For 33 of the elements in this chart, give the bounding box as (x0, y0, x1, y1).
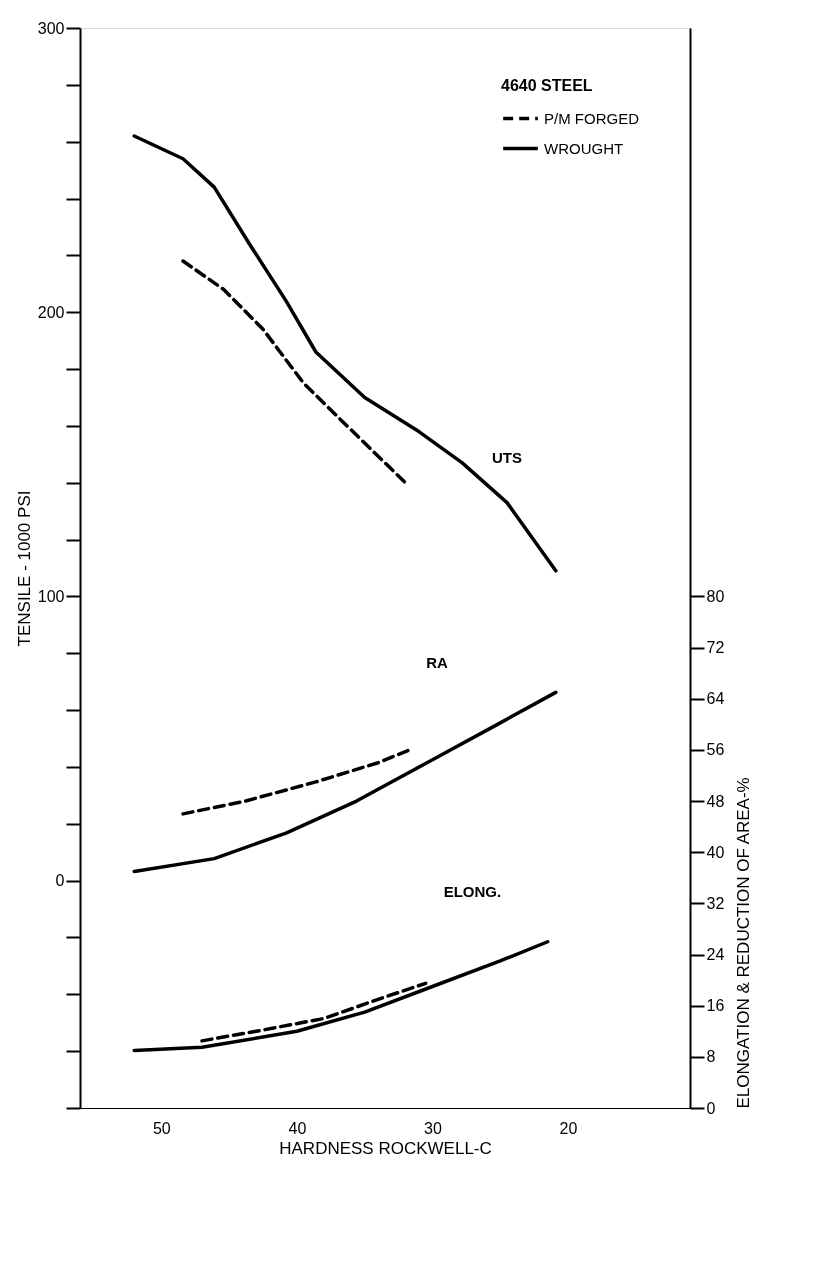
x-tick-label: 30 (424, 1119, 442, 1137)
y2-tick-label: 32 (706, 894, 725, 912)
legend-label: P/M FORGED (544, 109, 640, 127)
x-tick-label: 20 (559, 1119, 578, 1137)
y-tick-label: 200 (37, 303, 65, 321)
y-tick-label: 300 (37, 19, 65, 37)
x-tick-label: 40 (288, 1119, 307, 1137)
annotation: RA (426, 653, 449, 671)
y2-tick-label: 24 (706, 946, 725, 964)
x-axis-title: HARDNESS ROCKWELL-C (279, 1138, 492, 1158)
line-series (200, 981, 428, 1043)
y2-tick-label: 40 (706, 843, 725, 861)
y2-tick-label: 48 (706, 792, 725, 810)
y-tick-label: 100 (37, 587, 65, 605)
y2-axis-title: ELONGATION & REDUCTION OF AREA-% (733, 777, 753, 1109)
y2-tick-label: 72 (706, 639, 725, 657)
line-series (132, 940, 550, 1053)
y-tick-label: 0 (55, 872, 65, 890)
y2-tick-label: 56 (706, 741, 725, 759)
x-tick-label: 50 (152, 1119, 171, 1137)
annotation: UTS (492, 448, 522, 466)
y2-tick-label: 16 (706, 997, 725, 1015)
y2-tick-label: 8 (706, 1048, 716, 1066)
legend-label: WROUGHT (544, 139, 624, 157)
legend-title: 4640 STEEL (501, 77, 593, 94)
y2-tick-label: 0 (706, 1099, 716, 1117)
line-series (181, 259, 408, 485)
line-series (181, 748, 412, 816)
annotation: ELONG. (443, 882, 502, 900)
y2-tick-label: 80 (706, 587, 725, 605)
line-series (132, 690, 558, 874)
y-axis-title: TENSILE - 1000 PSI (14, 490, 34, 647)
y2-tick-label: 64 (706, 690, 725, 708)
